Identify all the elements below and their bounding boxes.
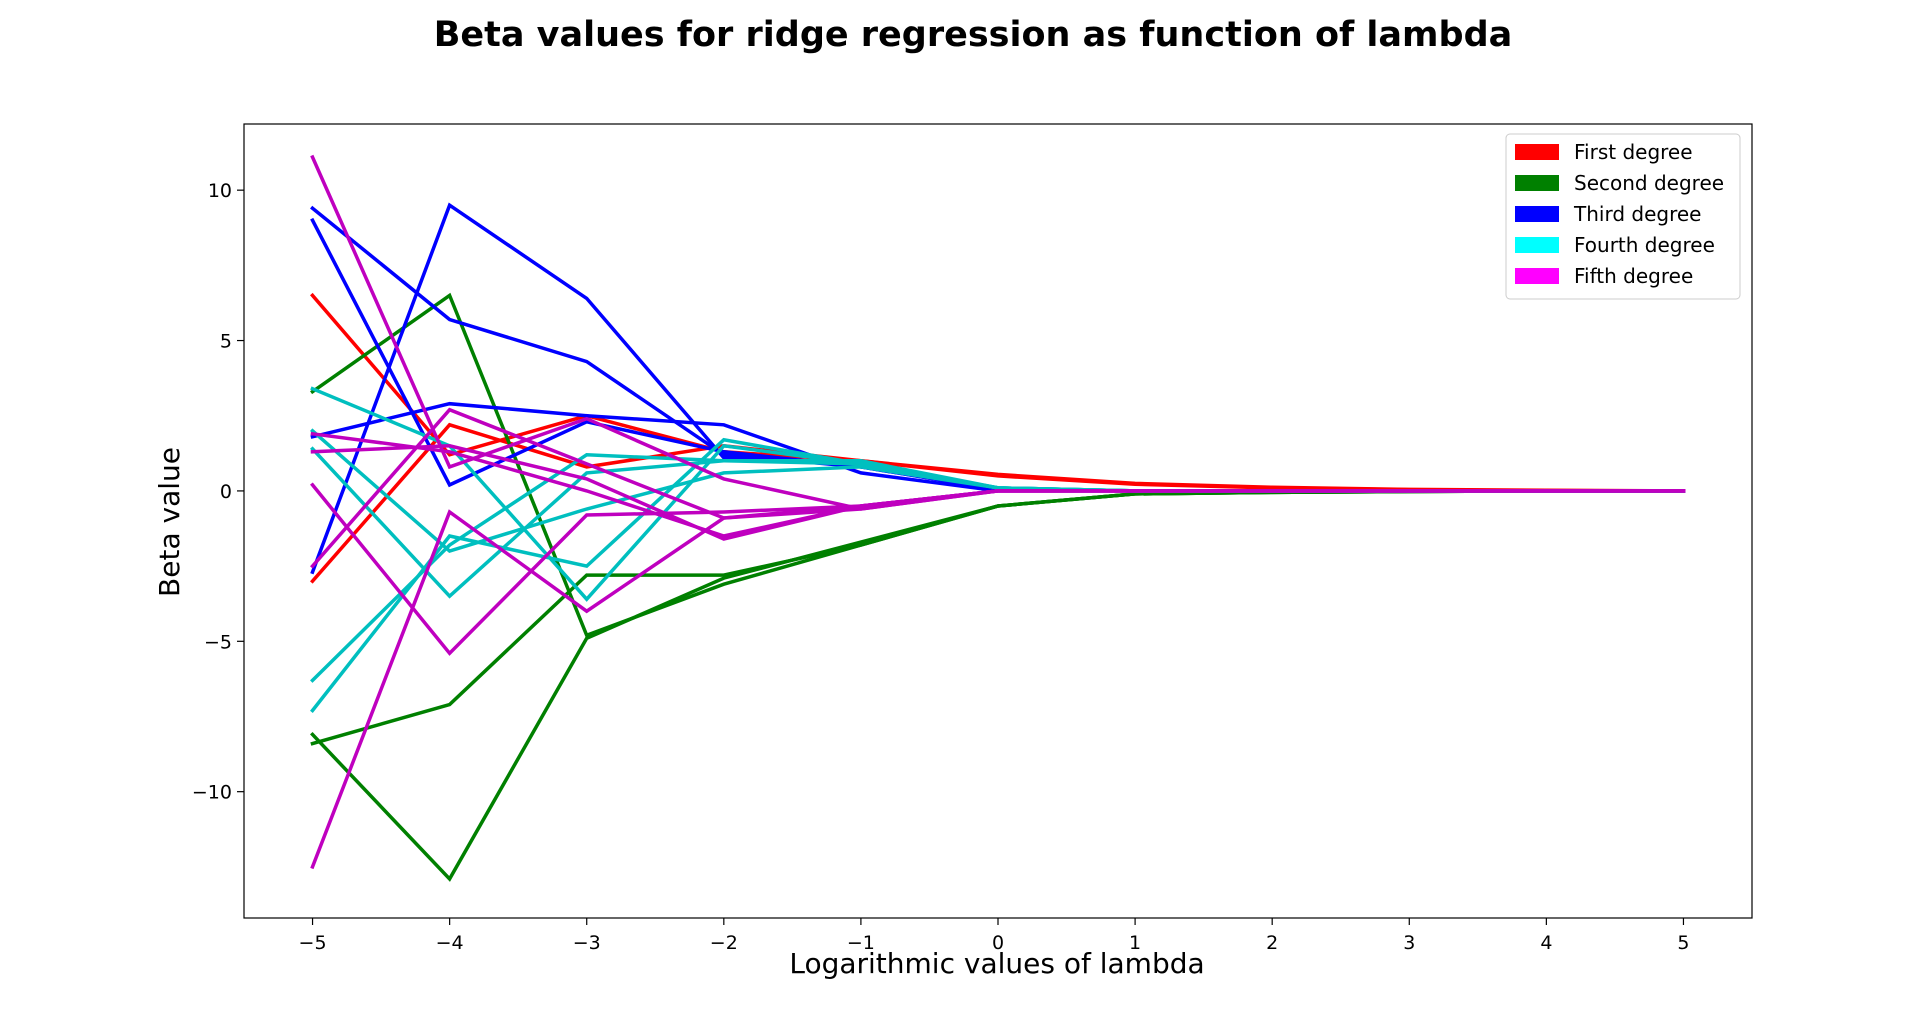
y-tick-label: −5 xyxy=(204,631,232,653)
series-line-10 xyxy=(310,386,1686,602)
legend-box xyxy=(1505,133,1741,300)
x-axis-label: Logarithmic values of lambda xyxy=(789,947,1204,980)
legend-label: First degree xyxy=(1574,140,1693,164)
y-axis-label: Beta value xyxy=(153,447,186,597)
x-tick-label: −2 xyxy=(710,932,738,954)
legend: First degree Second degree Third degree Fou… xyxy=(1505,133,1741,300)
x-tick-label: 2 xyxy=(1266,932,1278,954)
series-line-15 xyxy=(310,154,1686,511)
x-tick-label: −4 xyxy=(436,932,464,954)
legend-label: Third degree xyxy=(1573,202,1701,226)
y-tick-label: 5 xyxy=(220,331,232,353)
y-tick-label: 0 xyxy=(220,481,232,503)
chart-title: Beta values for ridge regression as func… xyxy=(434,15,1513,55)
series-line-8 xyxy=(310,202,1686,575)
x-tick-label: −1 xyxy=(847,932,875,954)
legend-swatch xyxy=(1515,175,1559,191)
legend-swatch xyxy=(1515,206,1559,222)
legend-label: Fourth degree xyxy=(1574,233,1715,257)
x-tick-label: 4 xyxy=(1540,932,1552,954)
series-line-19 xyxy=(310,489,1686,870)
legend-swatch xyxy=(1515,237,1559,253)
series-line-13 xyxy=(310,437,1686,713)
x-tick-label: 1 xyxy=(1129,932,1141,954)
series-line-20 xyxy=(310,407,1686,569)
legend-swatch xyxy=(1515,144,1559,160)
x-tick-label: −5 xyxy=(299,932,327,954)
series-line-5 xyxy=(310,489,1686,882)
x-tick-label: 5 xyxy=(1677,932,1689,954)
x-tick-label: 0 xyxy=(992,932,1004,954)
y-tick-label: 10 xyxy=(208,180,232,202)
series-line-18 xyxy=(310,482,1686,656)
legend-label: Fifth degree xyxy=(1574,264,1693,288)
y-tick-label: −10 xyxy=(192,782,232,804)
x-tick-label: −3 xyxy=(573,932,601,954)
legend-label: Second degree xyxy=(1574,171,1724,195)
series-line-2 xyxy=(310,422,1686,584)
legend-swatch xyxy=(1515,268,1559,284)
x-tick-label: 3 xyxy=(1403,932,1415,954)
series-line-6 xyxy=(310,217,1686,493)
